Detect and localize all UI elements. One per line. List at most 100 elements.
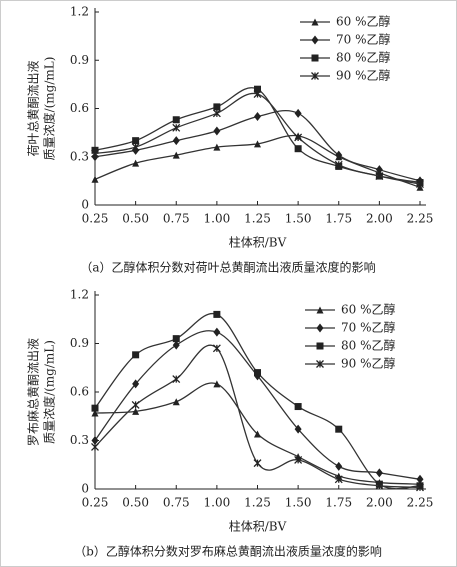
x-tick-label: 2.00 — [366, 212, 393, 226]
marker — [131, 143, 140, 152]
x-axis-label: 柱体积/BV — [229, 519, 287, 534]
legend-label: 70 %乙醇 — [341, 320, 396, 335]
x-tick-label: 1.50 — [285, 496, 312, 510]
x-tick-label: 0.25 — [82, 212, 109, 226]
x-tick-label: 0.50 — [122, 496, 149, 510]
marker — [416, 474, 424, 484]
x-tick-label: 1.00 — [204, 496, 231, 510]
marker — [375, 172, 384, 181]
marker — [416, 180, 424, 189]
marker — [132, 159, 140, 167]
y-axis-label: 罗布麻总黄酮流出液 — [26, 338, 41, 446]
marker — [375, 468, 383, 478]
marker — [91, 404, 99, 412]
y-tick-label: 1.2 — [70, 5, 89, 19]
marker — [335, 425, 343, 433]
marker — [91, 175, 99, 183]
y-tick-label: 0.3 — [70, 149, 89, 163]
marker — [294, 145, 302, 153]
y-tick-label: 0 — [81, 198, 89, 212]
legend-label: 60 %乙醇 — [336, 14, 391, 29]
y-axis-label: 质量浓度/(mg/mL) — [42, 340, 57, 444]
marker — [294, 108, 302, 118]
marker — [172, 335, 180, 343]
y-tick-label: 0.3 — [70, 433, 89, 447]
marker — [91, 149, 99, 158]
legend-marker — [311, 72, 319, 80]
marker — [91, 436, 99, 445]
marker — [213, 103, 221, 111]
legend-marker — [316, 360, 324, 368]
marker — [294, 424, 302, 434]
marker — [172, 123, 181, 132]
y-tick-label: 0.9 — [70, 336, 89, 350]
marker — [253, 90, 262, 98]
x-axis-label: 柱体积/BV — [229, 235, 287, 250]
marker — [213, 310, 221, 318]
marker — [172, 116, 180, 124]
legend-label: 80 %乙醇 — [336, 50, 391, 65]
y-tick-label: 0.6 — [70, 101, 89, 115]
marker — [294, 133, 303, 142]
legend-label: 80 %乙醇 — [341, 338, 396, 353]
marker — [172, 375, 181, 384]
x-tick-label: 0.50 — [122, 212, 149, 226]
legend-label: 90 %乙醇 — [336, 68, 391, 83]
marker — [91, 443, 99, 451]
x-tick-label: 1.00 — [204, 212, 231, 226]
marker — [132, 407, 140, 415]
y-tick-label: 0.6 — [70, 385, 89, 399]
x-tick-label: 2.00 — [366, 496, 393, 510]
y-axis-label: 荷叶总黄酮流出液 — [26, 60, 41, 156]
marker — [254, 369, 261, 377]
legend-marker — [316, 342, 324, 350]
marker — [375, 165, 383, 175]
y-tick-label: 0 — [81, 482, 89, 496]
marker — [334, 475, 343, 484]
marker — [334, 160, 343, 169]
marker — [375, 481, 384, 490]
marker — [213, 327, 221, 337]
x-tick-label: 1.75 — [325, 496, 352, 510]
legend-marker — [311, 54, 319, 62]
marker — [254, 140, 261, 148]
x-tick-label: 0.75 — [163, 212, 190, 226]
y-tick-label: 0.9 — [70, 53, 89, 67]
marker — [212, 109, 221, 118]
marker — [254, 112, 261, 122]
marker — [254, 430, 261, 438]
marker — [131, 400, 140, 409]
marker — [132, 379, 140, 389]
marker — [294, 403, 302, 411]
x-tick-label: 0.25 — [82, 496, 109, 510]
x-tick-label: 2.25 — [407, 496, 434, 510]
x-tick-label: 2.25 — [407, 212, 434, 226]
caption: （b）乙醇体积分数对罗布麻总黄酮流出液质量浓度的影响 — [74, 544, 382, 559]
legend-marker — [316, 306, 324, 314]
x-tick-label: 1.50 — [285, 212, 312, 226]
legend-label: 70 %乙醇 — [336, 32, 391, 47]
marker — [172, 136, 180, 146]
marker — [253, 459, 262, 468]
marker — [335, 150, 343, 160]
marker — [416, 483, 424, 492]
marker — [132, 137, 140, 145]
caption: （a）乙醇体积分数对荷叶总黄酮流出液质量浓度的影响 — [80, 260, 375, 275]
marker — [213, 380, 221, 388]
x-tick-label: 1.25 — [244, 496, 271, 510]
legend-marker — [311, 35, 319, 45]
marker — [213, 143, 221, 151]
marker — [254, 85, 261, 93]
x-tick-label: 1.75 — [325, 212, 352, 226]
marker — [294, 455, 303, 464]
y-tick-label: 1.2 — [70, 288, 89, 302]
y-axis-label: 质量浓度/(mg/mL) — [42, 57, 57, 161]
marker — [132, 351, 140, 359]
marker — [213, 126, 221, 136]
marker — [212, 344, 221, 353]
marker — [91, 409, 99, 417]
series-line — [94, 344, 421, 489]
marker — [172, 398, 180, 406]
